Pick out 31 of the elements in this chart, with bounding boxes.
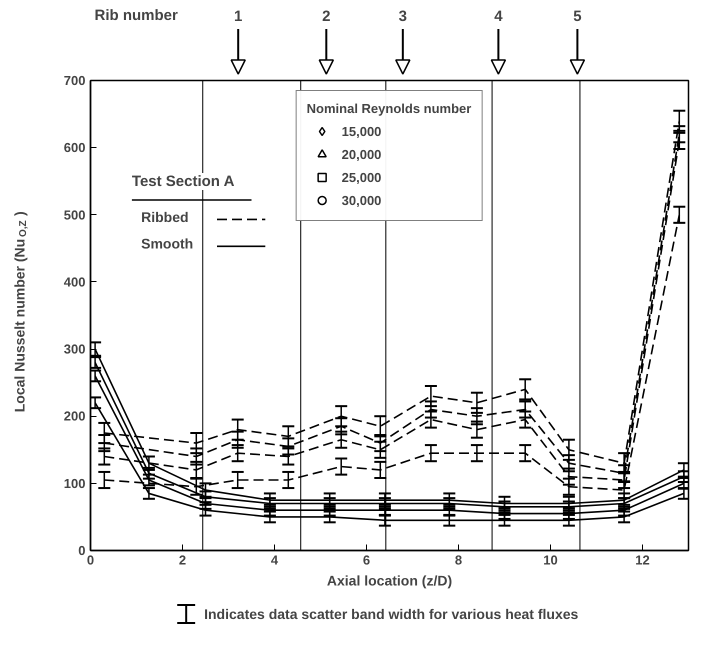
- text: 2: [322, 8, 330, 25]
- x-tick-label: 12: [635, 552, 650, 568]
- text: 4: [494, 8, 504, 25]
- legend-label: 30,000: [342, 192, 382, 208]
- legend-label: 20,000: [342, 146, 382, 162]
- text: 5: [573, 8, 582, 25]
- y-tick-label: 200: [64, 408, 86, 424]
- y-tick-label: 400: [64, 274, 86, 290]
- text: 3: [398, 8, 407, 25]
- y-tick-label: 500: [64, 207, 86, 222]
- x-tick-label: 8: [454, 552, 462, 568]
- y-tick-label: 300: [64, 342, 86, 357]
- annotation: Smooth: [141, 236, 194, 252]
- annotation: Ribbed: [141, 208, 189, 225]
- legend-label: 25,000: [342, 170, 382, 184]
- legend-label: 15,000: [342, 124, 382, 138]
- y-tick-label: 0: [78, 543, 86, 558]
- y-tick-label: 100: [64, 476, 86, 491]
- x-tick-label: 4: [270, 552, 279, 568]
- y-axis-title: Local Nusselt number (NuO,Z): [12, 211, 29, 412]
- x-tick-label: 2: [178, 552, 186, 568]
- y-tick-label: 700: [64, 73, 86, 88]
- x-tick-label: 6: [362, 552, 370, 568]
- annotation: Test Section A: [132, 172, 235, 190]
- x-tick-label: 10: [543, 552, 558, 568]
- y-tick-label: 600: [64, 140, 86, 156]
- x-axis-title: Axial location (z/D): [326, 572, 452, 588]
- text: 1: [234, 8, 242, 25]
- text: Rib number: [94, 7, 178, 24]
- text: Indicates data scatter band width for various heat fluxes: [204, 606, 579, 622]
- legend-title: Nominal Reynolds number: [306, 101, 472, 116]
